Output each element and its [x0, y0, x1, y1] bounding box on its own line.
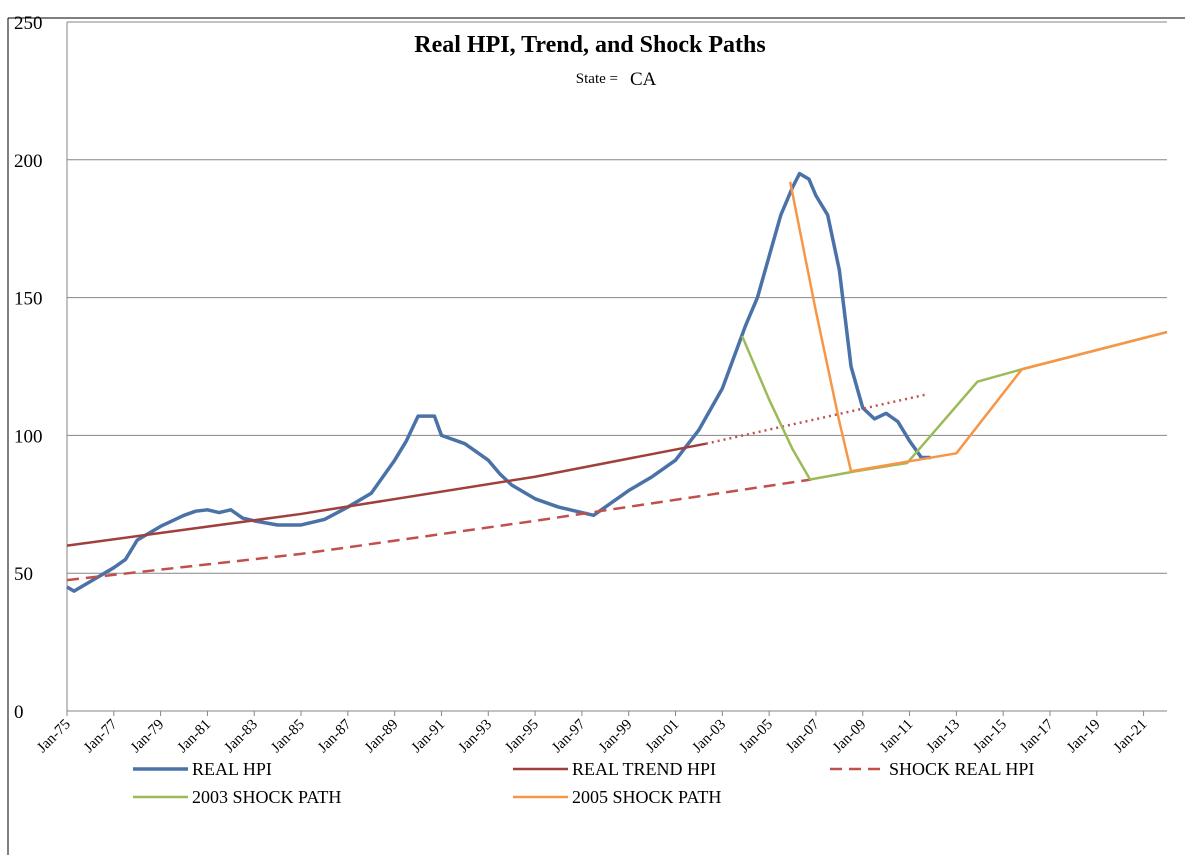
legend-label: REAL TREND HPI: [572, 759, 716, 779]
x-tick-label: Jan-15: [970, 717, 1010, 757]
x-tick-label: Jan-13: [924, 717, 964, 757]
series-line: [66, 442, 707, 547]
y-tick-label: 50: [14, 564, 33, 585]
x-tick-label: Jan-03: [690, 717, 730, 757]
x-tick-label: Jan-85: [268, 717, 308, 757]
x-tick-label: Jan-97: [549, 716, 589, 756]
series-line: [66, 171, 931, 593]
subtitle-value: CA: [630, 69, 657, 90]
x-tick-label: Jan-83: [221, 717, 261, 757]
x-tick-label: Jan-81: [175, 717, 215, 757]
x-tick-label: Jan-93: [456, 717, 496, 757]
x-tick-label: Jan-95: [502, 717, 542, 757]
x-tick-label: Jan-77: [81, 716, 121, 756]
series-line: [788, 181, 1168, 473]
chart-title: Real HPI, Trend, and Shock Paths: [414, 32, 765, 58]
x-tick-label: Jan-05: [736, 717, 776, 757]
x-tick-label: Jan-07: [783, 716, 823, 756]
x-tick-label: Jan-11: [877, 717, 916, 756]
x-tick-label: Jan-75: [34, 717, 74, 757]
x-tick-label: Jan-21: [1111, 717, 1151, 757]
y-tick-label: 150: [14, 289, 43, 310]
series-line: [66, 478, 812, 582]
x-tick-label: Jan-99: [596, 717, 636, 757]
y-tick-label: 100: [14, 426, 43, 447]
x-tick-label: Jan-17: [1017, 716, 1057, 756]
y-tick-label: 200: [14, 151, 43, 172]
series-line: [741, 330, 1168, 481]
legend-label: 2005 SHOCK PATH: [572, 787, 721, 807]
x-tick-label: Jan-79: [128, 717, 168, 757]
x-tick-label: Jan-89: [362, 717, 402, 757]
y-tick-label: 250: [14, 13, 43, 34]
legend-label: SHOCK REAL HPI: [889, 759, 1034, 779]
x-tick-label: Jan-01: [643, 717, 683, 757]
subtitle-label: State =: [576, 71, 618, 87]
legend-label: REAL HPI: [192, 759, 272, 779]
series-line: [705, 392, 929, 445]
y-tick-label: 0: [14, 702, 24, 723]
x-tick-label: Jan-09: [830, 717, 870, 757]
x-tick-label: Jan-87: [315, 716, 355, 756]
x-tick-label: Jan-19: [1064, 717, 1104, 757]
x-tick-label: Jan-91: [409, 717, 449, 757]
legend-label: 2003 SHOCK PATH: [192, 787, 341, 807]
